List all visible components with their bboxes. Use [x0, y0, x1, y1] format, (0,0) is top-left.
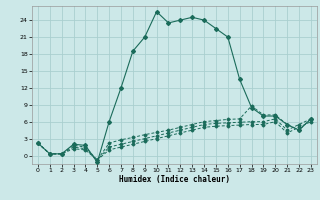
X-axis label: Humidex (Indice chaleur): Humidex (Indice chaleur) — [119, 175, 230, 184]
